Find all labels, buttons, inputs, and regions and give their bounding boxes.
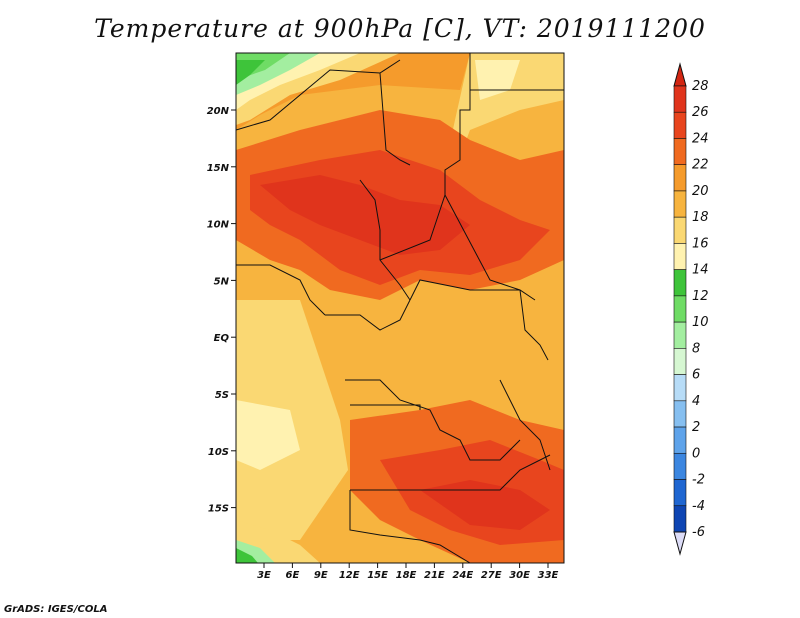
colorbar-swatch (673, 400, 687, 428)
colorbar-swatch (673, 505, 687, 533)
colorbar-label: 0 (692, 446, 700, 461)
colorbar-label: 18 (692, 210, 709, 225)
lon-tick-label: 30E (509, 570, 530, 581)
colorbar-bottom-arrow (673, 531, 687, 556)
colorbar-label: 4 (692, 394, 700, 409)
lat-tick-label: 20N (207, 106, 230, 117)
lat-tick-label: 5N (214, 276, 230, 287)
colorbar-label: 28 (692, 79, 709, 94)
colorbar-label: -2 (692, 473, 705, 488)
lat-tick-label: 10S (208, 447, 229, 458)
lon-tick-label: 6E (286, 570, 300, 581)
colorbar-swatch (673, 374, 687, 402)
longitude-axis: 3E 6E 9E 12E 15E 18E 21E 24E 27E 30E 33E (257, 563, 559, 581)
colorbar-swatch (673, 269, 687, 297)
plot-frame (235, 52, 565, 564)
colorbar-label: 14 (692, 263, 709, 278)
lon-tick-label: 3E (257, 570, 271, 581)
lon-tick-label: 24E (452, 570, 473, 581)
colorbar-swatch (673, 164, 687, 192)
colorbar-swatch (673, 111, 687, 139)
lat-tick-label: 10N (207, 220, 230, 231)
colorbar-label: 8 (692, 341, 700, 356)
colorbar-label: 22 (692, 158, 709, 173)
colorbar-label: -6 (692, 525, 705, 540)
colorbar-swatch (673, 190, 687, 218)
colorbar-label: 10 (692, 315, 709, 330)
lat-tick-label: 15N (207, 163, 230, 174)
latitude-axis: 20N 15N 10N 5N EQ 5S 10S 15S (207, 106, 236, 515)
colorbar-label: 16 (692, 236, 709, 251)
colorbar-label: 26 (692, 105, 709, 120)
colorbar-swatch (673, 452, 687, 480)
colorbar-swatch (673, 243, 687, 270)
colorbar-label: 2 (692, 420, 700, 435)
grads-credit: GrADS: IGES/COLA (4, 604, 108, 615)
colorbar-label: 24 (692, 131, 709, 146)
colorbar-swatch (673, 295, 687, 323)
lat-tick-label: 5S (215, 390, 229, 401)
lon-tick-label: 27E (481, 570, 502, 581)
country-borders (236, 53, 564, 563)
colorbar-label: -4 (692, 499, 705, 514)
colorbar-label: 12 (692, 289, 709, 304)
temperature-field (236, 53, 564, 563)
lon-tick-label: 18E (396, 570, 417, 581)
lon-tick-label: 12E (339, 570, 360, 581)
lon-tick-label: 15E (367, 570, 388, 581)
colorbar-swatch (673, 426, 687, 454)
colorbar-top-arrow (673, 62, 687, 87)
colorbar-swatch (673, 479, 687, 507)
colorbar-label: 20 (692, 184, 709, 199)
colorbar-label: 6 (692, 368, 700, 383)
colorbar-swatch (673, 216, 687, 244)
colorbar-swatch (673, 348, 687, 375)
lat-tick-label: 15S (208, 504, 229, 515)
colorbar-swatch (673, 85, 687, 113)
lon-tick-label: 33E (538, 570, 559, 581)
map-title: Temperature at 900hPa [C], VT: 201911120… (94, 14, 706, 43)
lon-tick-label: 9E (314, 570, 328, 581)
colorbar-swatch (673, 138, 687, 166)
colorbar-swatch (673, 321, 687, 349)
lat-tick-label: EQ (214, 333, 230, 344)
lon-tick-label: 21E (424, 570, 445, 581)
